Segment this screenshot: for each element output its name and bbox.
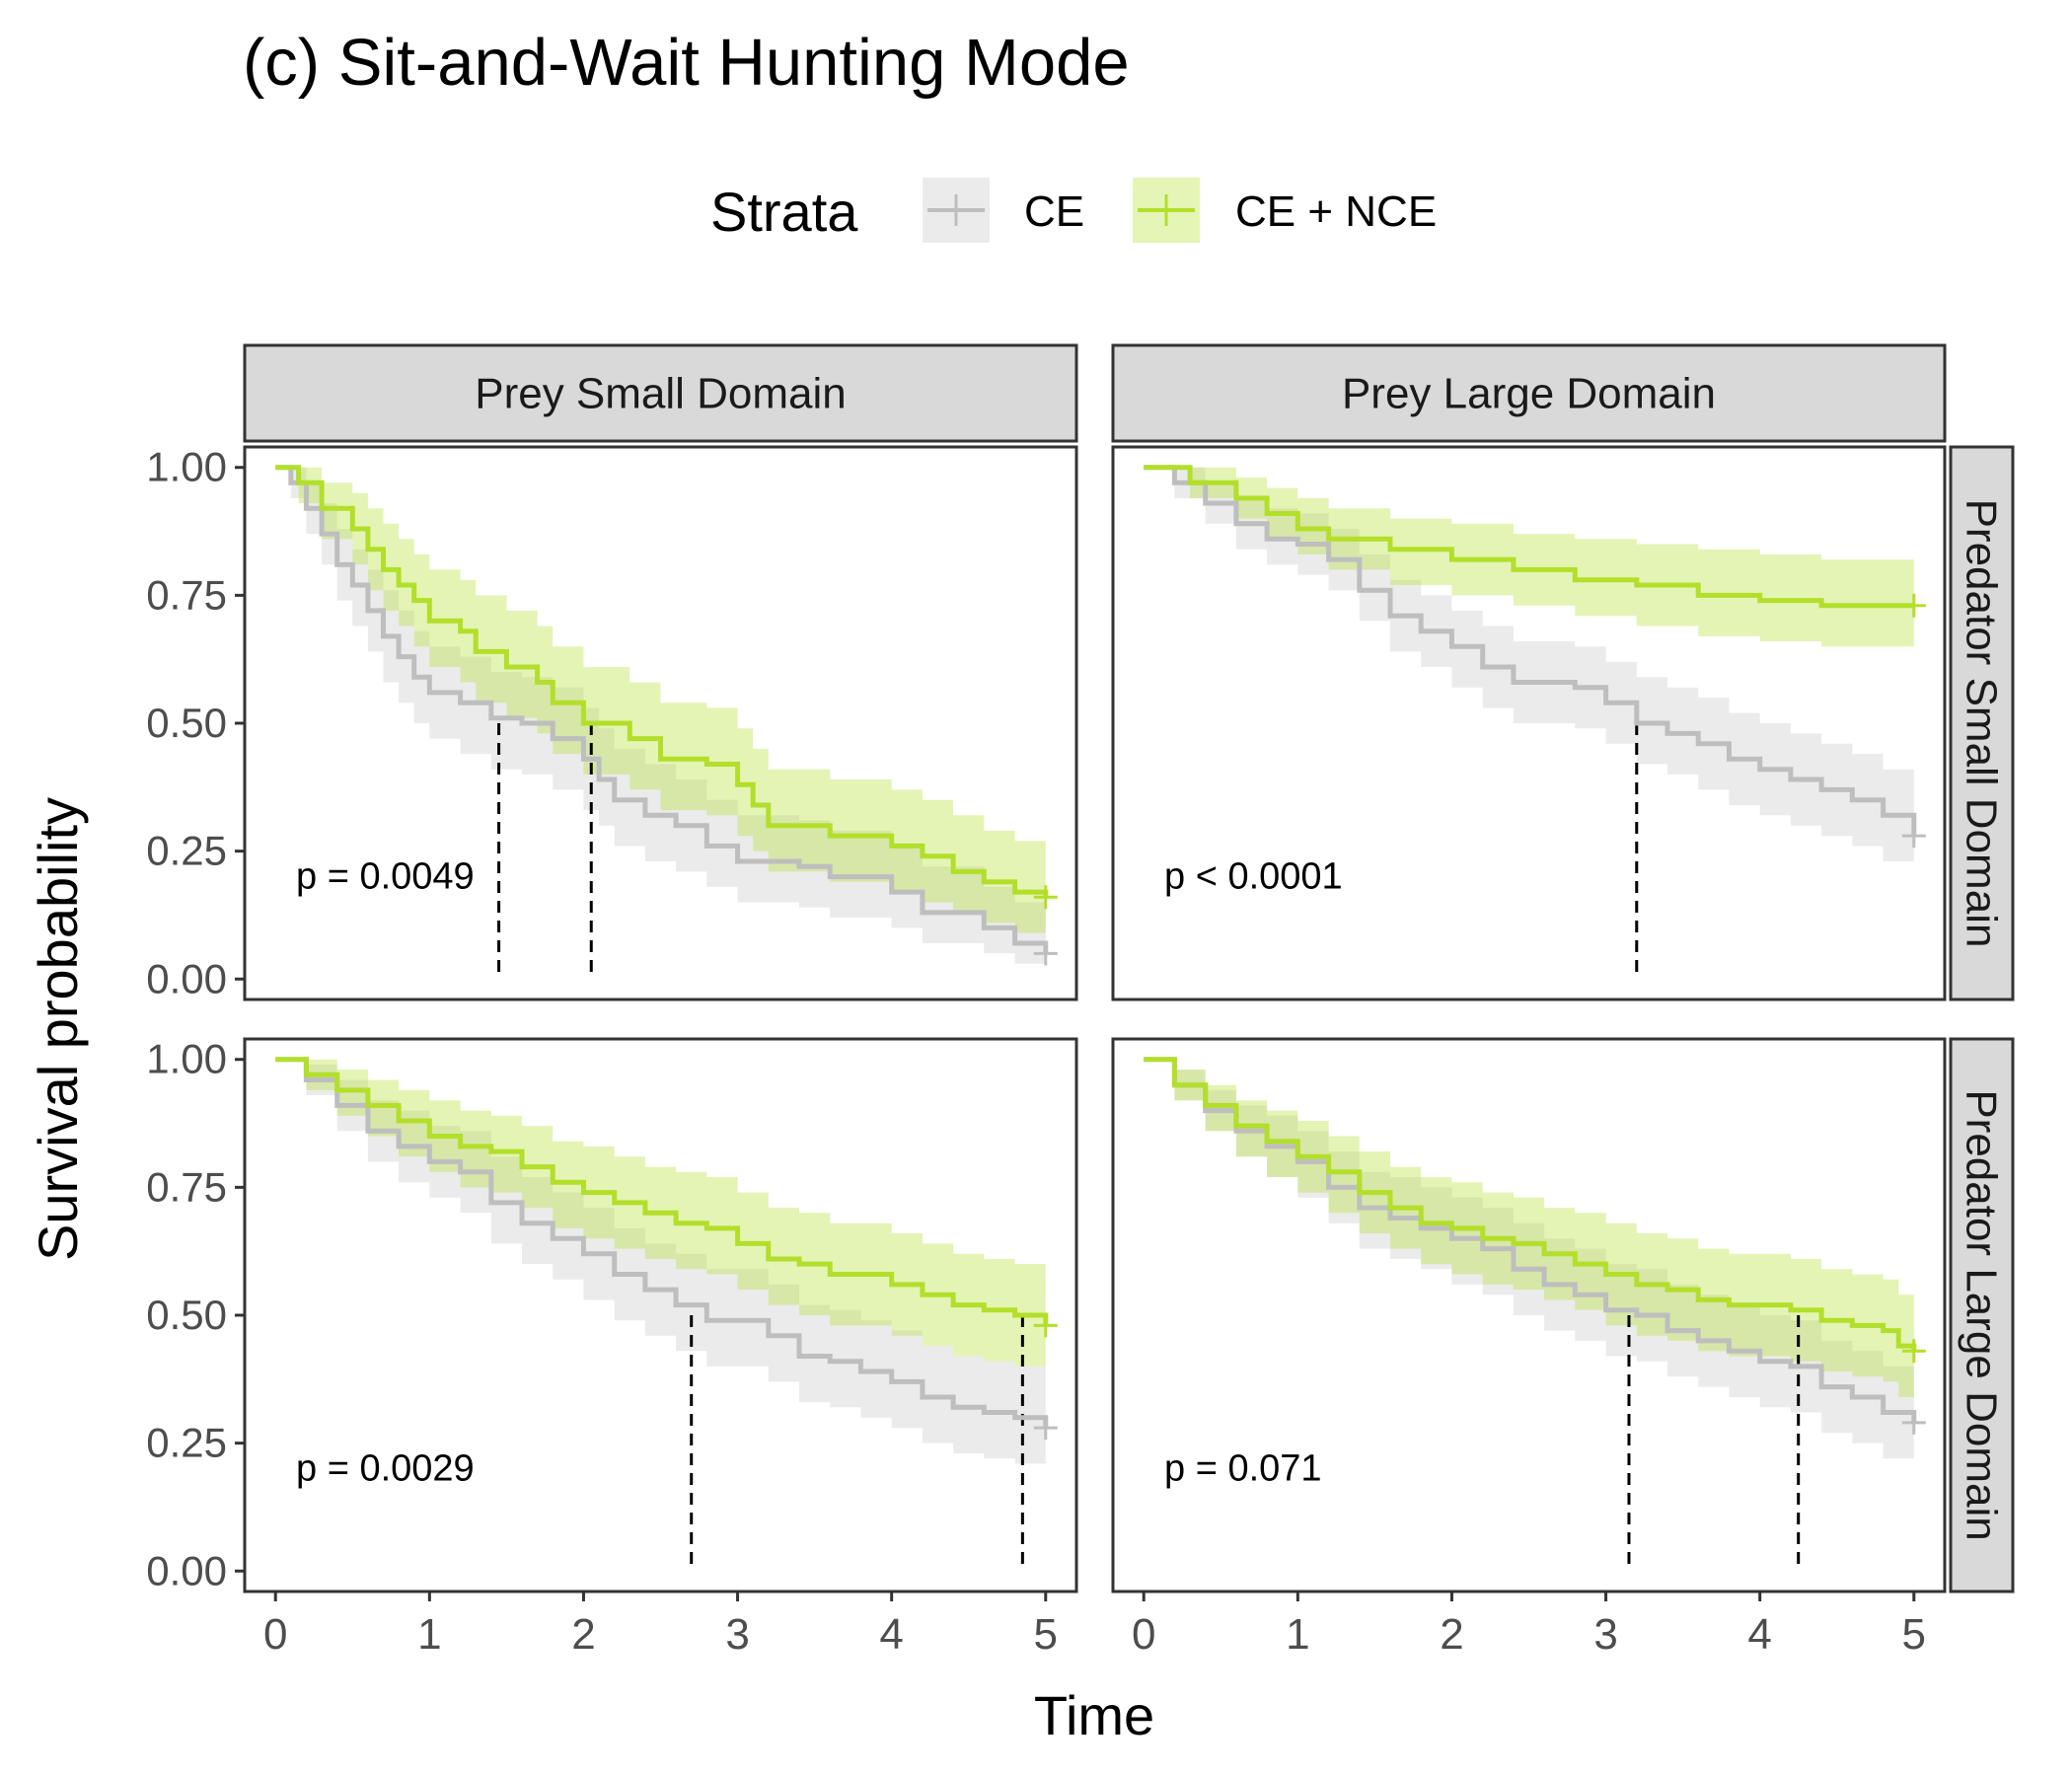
censor-mark-ce-nce	[1901, 1339, 1926, 1364]
panel-background	[1113, 447, 1945, 999]
x-tick-label: 3	[1593, 1610, 1617, 1659]
facet-strip-label-predator-large-domain: Predator Large Domain	[1958, 1089, 2006, 1540]
y-tick-label: 0.50	[146, 700, 227, 746]
facet-strip-label-predator-small-domain: Predator Small Domain	[1958, 499, 2006, 948]
panel-r0-c1: p < 0.0001	[1111, 445, 1947, 1001]
panel-r1-c0: p = 0.0029	[243, 1037, 1078, 1593]
panel-border	[1111, 1037, 1947, 1593]
censor-mark-ce-nce	[1901, 593, 1926, 618]
panel-plot-area	[1144, 465, 1926, 980]
x-tick-label: 2	[1440, 1610, 1463, 1659]
facet-strip-label-prey-large-domain: Prey Large Domain	[1342, 370, 1716, 418]
censor-mark-ce	[1033, 1416, 1058, 1441]
facet-strip-predator-small-domain	[1949, 445, 2015, 1001]
survival-curve-ce	[275, 1057, 1049, 1429]
x-tick-label: 1	[417, 1610, 441, 1659]
confidence-band-ce	[1144, 1059, 1914, 1469]
confidence-band-ce	[275, 1059, 1046, 1474]
y-tick-label: 1.00	[146, 444, 227, 490]
p-value-label: p < 0.0001	[1164, 856, 1343, 898]
x-tick-label: 4	[879, 1610, 903, 1659]
y-tick-label: 0.75	[146, 571, 227, 618]
x-tick-label: 3	[725, 1610, 749, 1659]
panel-r0-c0: p = 0.0049	[243, 445, 1078, 1001]
survival-curve-ce	[275, 465, 1049, 954]
x-tick-label: 0	[1132, 1610, 1155, 1659]
y-axis-label: Survival probability	[27, 797, 89, 1261]
p-value-label: p = 0.0049	[296, 856, 475, 898]
panel-plot-area	[275, 465, 1058, 980]
legend-label-ce: CE	[1024, 187, 1084, 236]
survival-curve-ce-nce	[275, 1057, 1049, 1326]
survival-curve-ce	[1144, 465, 1917, 837]
confidence-band-ce	[275, 467, 1046, 975]
p-value-label: p = 0.071	[1164, 1448, 1322, 1490]
facet-strip-predator-large-domain	[1949, 1037, 2015, 1593]
legend: Strata CE CE + NCE	[710, 178, 1437, 243]
y-tick-label: 0.50	[146, 1292, 227, 1338]
censor-mark-ce	[1033, 941, 1058, 966]
panel-plot-area	[275, 1057, 1058, 1572]
legend-title: Strata	[710, 181, 858, 243]
censor-mark-ce	[1901, 824, 1926, 849]
x-tick-label: 5	[1902, 1610, 1926, 1659]
censor-mark-ce	[1901, 1410, 1926, 1435]
p-value-label: p = 0.0029	[296, 1448, 475, 1490]
y-tick-label: 0.75	[146, 1163, 227, 1210]
censor-mark-ce-nce	[1033, 1313, 1058, 1338]
survival-curve-ce-nce	[1144, 1057, 1917, 1352]
y-tick-label: 0.25	[146, 828, 227, 874]
facet-strip-prey-small-domain	[243, 343, 1078, 443]
x-tick-label: 1	[1286, 1610, 1309, 1659]
confidence-band-ce	[1144, 467, 1914, 882]
confidence-band-ce-nce	[1144, 467, 1914, 647]
x-tick-label: 2	[571, 1610, 595, 1659]
x-tick-label: 0	[263, 1610, 287, 1659]
panel-border	[1111, 445, 1947, 1001]
x-tick-label: 5	[1034, 1610, 1058, 1659]
x-tick-label: 4	[1747, 1610, 1771, 1659]
survival-curve-ce-nce	[275, 465, 1049, 898]
y-tick-label: 0.00	[146, 1547, 227, 1593]
censor-mark-ce-nce	[1033, 885, 1058, 910]
panel-plot-area	[1144, 1057, 1926, 1572]
x-axis-label: Time	[1034, 1684, 1154, 1746]
panel-background	[245, 447, 1076, 999]
facet-grid: Prey Small Domain Prey Large Domain Predat…	[146, 343, 2015, 1659]
y-tick-label: 0.25	[146, 1420, 227, 1466]
confidence-band-ce-nce	[275, 1059, 1046, 1377]
panel-r1-c1: p = 0.071	[1111, 1037, 1947, 1593]
chart-title: (c) Sit-and-Wait Hunting Mode	[243, 26, 1130, 100]
survival-curve-ce	[1144, 1057, 1917, 1423]
y-tick-label: 0.00	[146, 955, 227, 1001]
facet-strip-prey-large-domain	[1111, 343, 1947, 443]
confidence-band-ce-nce	[1144, 1059, 1914, 1403]
y-tick-label: 1.00	[146, 1036, 227, 1082]
survival-curve-ce-nce	[1144, 465, 1914, 609]
facet-strip-label-prey-small-domain: Prey Small Domain	[475, 370, 847, 418]
legend-label-ce-nce: CE + NCE	[1235, 187, 1437, 236]
confidence-band-ce-nce	[275, 467, 1046, 938]
